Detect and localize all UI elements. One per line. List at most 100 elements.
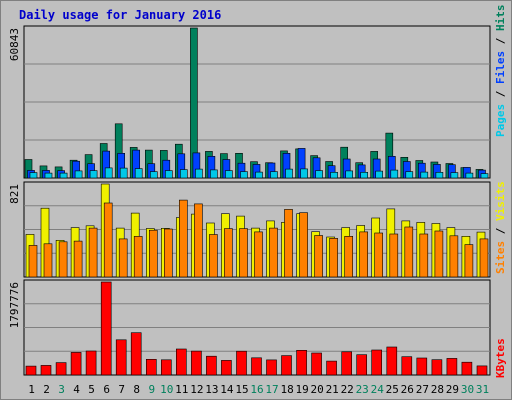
x-tick-label-day-19: 19 [295, 383, 308, 396]
legend-sep-1: / [494, 84, 507, 104]
bar-sites-day-17 [269, 227, 278, 278]
bar-kbytes-day-20 [311, 352, 322, 376]
bar-pages-day-31 [480, 173, 489, 179]
x-tick-label-day-25: 25 [386, 383, 399, 396]
panel-kbytes: 1797776 [8, 279, 491, 376]
bar-sites-day-1 [28, 245, 38, 278]
bar-sites-day-30 [464, 244, 474, 278]
bar-pages-day-24 [375, 170, 384, 179]
bar-sites-day-9 [149, 229, 158, 278]
panel-visits-sites: 821 [8, 181, 491, 278]
x-tick-label-day-9: 9 [148, 383, 155, 396]
bar-sites-day-4 [73, 240, 83, 278]
bar-kbytes-day-19 [296, 349, 307, 376]
x-tick-label-day-23: 23 [356, 383, 369, 396]
bar-pages-day-10 [165, 170, 173, 179]
bar-kbytes-day-16 [251, 357, 262, 376]
bar-pages-day-15 [240, 171, 248, 179]
bar-kbytes-day-29 [446, 358, 458, 376]
panel-hits-files-pages: 60843 [8, 25, 491, 179]
bar-sites-day-5 [88, 227, 98, 278]
bar-kbytes-day-6 [100, 281, 112, 376]
x-tick-label-day-12: 12 [190, 383, 203, 396]
bar-kbytes-day-9 [146, 358, 157, 376]
bar-pages-day-8 [134, 168, 143, 179]
legend-hits-files-pages: Pages / Files / Hits [494, 5, 507, 138]
x-tick-label-day-5: 5 [88, 383, 95, 396]
bar-kbytes-day-3 [55, 362, 67, 376]
bar-pages-day-26 [405, 171, 414, 179]
bar-pages-day-11 [180, 169, 188, 179]
bar-kbytes-day-31 [476, 365, 488, 376]
bar-sites-day-18 [284, 209, 293, 278]
bar-sites-day-13 [209, 234, 218, 278]
bar-pages-day-20 [315, 170, 323, 179]
legend-files: Files [494, 51, 507, 84]
x-tick-label-day-7: 7 [118, 383, 125, 396]
bar-sites-day-28 [434, 230, 444, 278]
x-tick-label-day-17: 17 [265, 383, 278, 396]
x-tick-label-day-18: 18 [280, 383, 293, 396]
x-tick-label-day-30: 30 [461, 383, 474, 396]
bar-pages-day-17 [270, 171, 278, 179]
legend-sites: Sites [494, 241, 507, 274]
bar-kbytes-day-25 [386, 346, 398, 376]
x-tick-label-day-10: 10 [160, 383, 173, 396]
bar-kbytes-day-23 [356, 354, 368, 376]
bar-kbytes-day-22 [341, 351, 353, 376]
bar-pages-day-29 [450, 172, 459, 179]
x-tick-label-day-22: 22 [341, 383, 354, 396]
x-tick-label-day-21: 21 [326, 383, 339, 396]
bar-sites-day-19 [299, 212, 308, 278]
x-tick-label-day-6: 6 [103, 383, 110, 396]
bar-sites-day-29 [449, 235, 459, 278]
svg-text:Sites / Visits: Sites / Visits [494, 181, 507, 274]
x-tick-label-day-4: 4 [73, 383, 80, 396]
bar-kbytes-day-8 [130, 332, 142, 376]
bar-kbytes-day-28 [431, 359, 443, 376]
bar-pages-day-30 [465, 172, 474, 179]
bar-pages-day-25 [390, 169, 399, 179]
bar-kbytes-day-24 [371, 349, 383, 376]
x-tick-label-day-31: 31 [476, 383, 489, 396]
bar-sites-day-15 [239, 228, 248, 278]
bar-pages-day-22 [345, 170, 354, 179]
bar-kbytes-day-26 [401, 356, 413, 376]
bar-kbytes-day-27 [416, 357, 428, 376]
bar-kbytes-day-4 [70, 352, 82, 376]
bar-sites-day-25 [389, 233, 399, 278]
bar-pages-day-3 [59, 172, 68, 179]
legend-sites-visits: Sites / Visits [494, 181, 507, 274]
y-max-label: 821 [8, 184, 21, 204]
bar-kbytes-day-13 [206, 355, 217, 376]
bar-sites-day-21 [329, 238, 338, 278]
legend-visits: Visits [494, 181, 507, 221]
bar-sites-day-11 [179, 199, 188, 278]
bar-sites-day-23 [359, 231, 369, 278]
bar-sites-day-14 [224, 228, 233, 278]
bar-kbytes-day-15 [236, 350, 247, 376]
chart-title: Daily usage for January 2016 [19, 8, 221, 22]
bar-kbytes-day-11 [176, 348, 187, 376]
legend-sep-3: / [494, 221, 507, 241]
bar-sites-day-24 [374, 232, 384, 278]
x-tick-label-day-27: 27 [416, 383, 429, 396]
x-tick-label-day-29: 29 [446, 383, 459, 396]
x-tick-label-day-24: 24 [371, 383, 385, 396]
y-max-label: 1797776 [8, 282, 21, 328]
bar-pages-day-6 [104, 167, 113, 179]
bar-kbytes-day-30 [461, 361, 473, 376]
x-tick-label-day-3: 3 [58, 383, 65, 396]
bar-sites-day-20 [314, 235, 323, 278]
bar-sites-day-27 [419, 233, 429, 278]
x-tick-label-day-20: 20 [310, 383, 323, 396]
bar-pages-day-1 [29, 172, 38, 179]
bar-sites-day-12 [194, 203, 203, 278]
svg-text:Pages / Files / Hits: Pages / Files / Hits [494, 5, 507, 138]
bar-pages-day-27 [420, 171, 429, 179]
bar-pages-day-4 [74, 170, 83, 179]
bar-sites-day-26 [404, 226, 414, 278]
bar-pages-day-2 [44, 172, 53, 179]
